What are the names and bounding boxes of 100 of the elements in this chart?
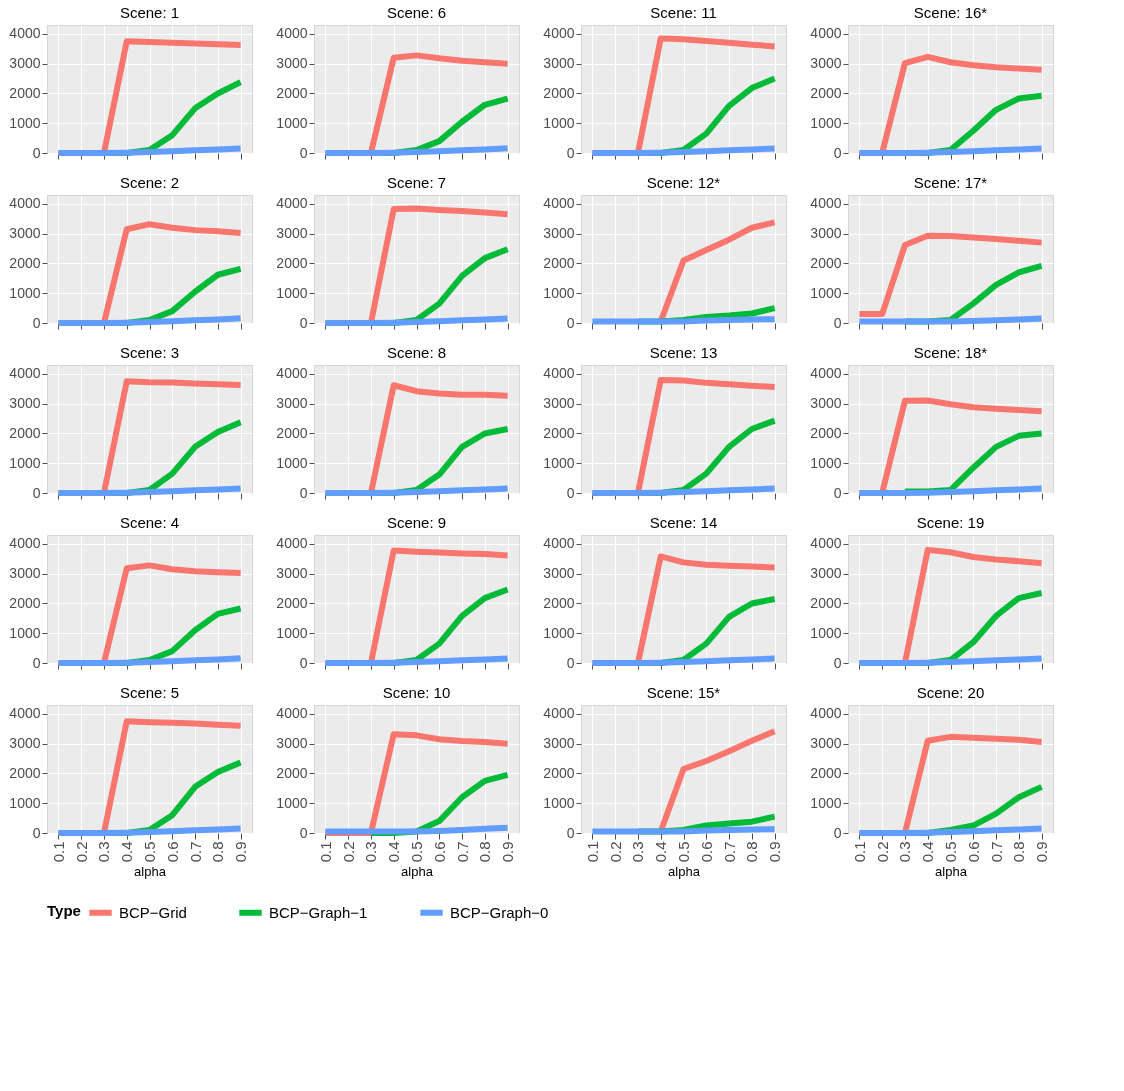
chart-title: Scene: 14 <box>649 514 718 531</box>
chart-title: Scene: 2 <box>119 174 180 191</box>
y-tick-label: 0 <box>299 484 308 501</box>
y-tick-label: 1000 <box>276 794 308 811</box>
x-tick-label: 0.6 <box>163 841 181 863</box>
chart-title: Scene: 5 <box>119 684 180 701</box>
y-tick-label: 1000 <box>810 284 842 301</box>
y-tick-label: 0 <box>32 484 41 501</box>
y-tick-label: 2000 <box>9 84 41 101</box>
y-tick-label: 4000 <box>9 535 41 552</box>
x-tick-label: 0.6 <box>697 841 715 863</box>
y-tick-label: 2000 <box>9 764 41 781</box>
y-tick-label: 4000 <box>543 365 575 382</box>
x-tick-label: 0.1 <box>316 841 334 863</box>
y-tick-label: 2000 <box>810 84 842 101</box>
y-tick-label: 3000 <box>276 225 308 242</box>
y-tick-label: 0 <box>833 484 842 501</box>
y-tick-label: 0 <box>566 484 575 501</box>
y-tick-label: 0 <box>833 824 842 841</box>
y-tick-label: 3000 <box>543 565 575 582</box>
x-axis-title: alpha <box>935 864 968 880</box>
y-tick-label: 2000 <box>543 424 575 441</box>
x-tick-label: 0.5 <box>675 841 692 863</box>
x-tick-label: 0.8 <box>743 841 761 863</box>
y-tick-label: 4000 <box>543 705 575 722</box>
x-tick-label: 0.5 <box>408 841 425 863</box>
y-tick-label: 3000 <box>543 735 575 752</box>
x-tick-label: 0.4 <box>919 841 937 863</box>
y-tick-label: 1000 <box>810 794 842 811</box>
y-tick-label: 3000 <box>810 565 842 582</box>
y-tick-label: 1000 <box>543 284 575 301</box>
x-tick-label: 0.9 <box>1033 841 1051 863</box>
chart-title: Scene: 18* <box>913 344 988 361</box>
y-tick-label: 2000 <box>9 424 41 441</box>
x-tick-label: 0.6 <box>430 841 448 863</box>
y-tick-label: 2000 <box>810 594 842 611</box>
y-tick-label: 2000 <box>9 594 41 611</box>
y-tick-label: 0 <box>833 314 842 331</box>
y-tick-label: 3000 <box>543 225 575 242</box>
chart-title: Scene: 8 <box>386 344 447 361</box>
y-tick-label: 4000 <box>276 25 308 42</box>
y-tick-label: 2000 <box>810 254 842 271</box>
x-tick-label: 0.5 <box>942 841 959 863</box>
y-tick-label: 3000 <box>810 55 842 72</box>
y-tick-label: 0 <box>566 654 575 671</box>
y-tick-label: 0 <box>833 654 842 671</box>
y-tick-label: 4000 <box>543 535 575 552</box>
y-tick-label: 1000 <box>543 624 575 641</box>
y-tick-label: 1000 <box>9 624 41 641</box>
y-tick-label: 4000 <box>810 535 842 552</box>
x-tick-label: 0.7 <box>720 841 738 863</box>
y-tick-label: 0 <box>566 314 575 331</box>
chart-title: Scene: 13 <box>649 344 718 361</box>
y-tick-label: 4000 <box>276 195 308 212</box>
x-tick-label: 0.3 <box>629 841 647 863</box>
y-tick-label: 3000 <box>810 735 842 752</box>
y-tick-label: 1000 <box>276 454 308 471</box>
x-axis-title: alpha <box>401 864 434 880</box>
y-tick-label: 4000 <box>543 25 575 42</box>
y-tick-label: 1000 <box>276 284 308 301</box>
y-tick-label: 1000 <box>276 114 308 131</box>
y-tick-label: 3000 <box>9 565 41 582</box>
y-tick-label: 3000 <box>810 395 842 412</box>
y-tick-label: 2000 <box>543 254 575 271</box>
y-tick-label: 0 <box>299 654 308 671</box>
y-tick-label: 2000 <box>9 254 41 271</box>
y-tick-label: 0 <box>566 144 575 161</box>
y-tick-label: 0 <box>299 314 308 331</box>
x-tick-label: 0.3 <box>896 841 914 863</box>
chart-title: Scene: 9 <box>386 514 447 531</box>
x-tick-label: 0.5 <box>141 841 158 863</box>
x-tick-label: 0.8 <box>1010 841 1028 863</box>
chart-title: Scene: 16* <box>913 4 988 21</box>
y-tick-label: 4000 <box>276 365 308 382</box>
x-tick-label: 0.8 <box>476 841 494 863</box>
y-tick-label: 2000 <box>810 424 842 441</box>
y-tick-label: 2000 <box>543 84 575 101</box>
y-tick-label: 1000 <box>543 114 575 131</box>
chart-title: Scene: 1 <box>119 4 180 21</box>
y-tick-label: 2000 <box>543 764 575 781</box>
legend-label: BCP−Grid <box>119 903 187 921</box>
y-tick-label: 4000 <box>9 705 41 722</box>
y-tick-label: 3000 <box>276 565 308 582</box>
chart-title: Scene: 19 <box>916 514 985 531</box>
legend-title: Type <box>47 902 81 919</box>
x-tick-label: 0.9 <box>766 841 784 863</box>
x-tick-label: 0.3 <box>362 841 380 863</box>
y-tick-label: 0 <box>299 824 308 841</box>
y-tick-label: 3000 <box>810 225 842 242</box>
y-tick-label: 1000 <box>810 624 842 641</box>
y-tick-label: 2000 <box>276 424 308 441</box>
y-tick-label: 2000 <box>276 254 308 271</box>
y-tick-label: 3000 <box>276 735 308 752</box>
x-tick-label: 0.9 <box>499 841 517 863</box>
y-tick-label: 3000 <box>9 395 41 412</box>
y-tick-label: 2000 <box>543 594 575 611</box>
x-tick-label: 0.9 <box>232 841 250 863</box>
y-tick-label: 1000 <box>9 284 41 301</box>
y-tick-label: 4000 <box>276 705 308 722</box>
y-tick-label: 1000 <box>810 454 842 471</box>
